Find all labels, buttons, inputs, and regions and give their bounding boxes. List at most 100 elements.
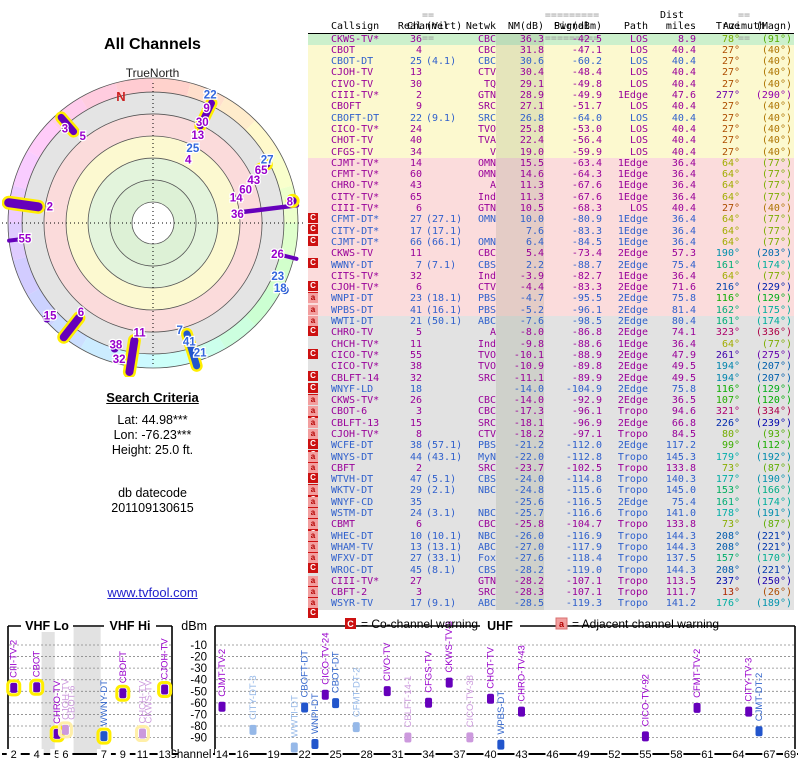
distance-cell: 36.4 bbox=[671, 236, 696, 248]
real-channel-cell: 4 bbox=[415, 44, 422, 56]
virtual-channel-cell: (5.1) bbox=[426, 474, 457, 486]
network-cell: PBS bbox=[477, 440, 496, 452]
distance-cell: 40.4 bbox=[671, 146, 696, 158]
magnetic-azimuth-cell: (174°) bbox=[755, 259, 792, 271]
magnetic-azimuth-cell: (166°) bbox=[755, 485, 792, 497]
radar-signal-dot bbox=[280, 286, 289, 295]
noise-margin-cell: -9.8 bbox=[496, 338, 544, 350]
network-cell: SRC bbox=[477, 417, 496, 429]
table-column-headers: Callsign Real (Virt) Netwk NM(dB) Pwr(dB… bbox=[308, 21, 794, 34]
true-azimuth-cell: 161° bbox=[715, 259, 740, 271]
power-cell: -67.6 bbox=[571, 180, 602, 192]
virtual-channel-cell: (3.1) bbox=[426, 508, 457, 520]
uhf-channel-tick: 67 bbox=[763, 749, 775, 761]
channel-axis-label: Channel bbox=[169, 749, 212, 761]
network-cell: PBS bbox=[477, 293, 496, 305]
table-row: aCCBFT-23SRC-28.3-107.1Tropo111.713°(26°… bbox=[308, 587, 794, 608]
signal-bar-label: CICO-TV-24 bbox=[320, 633, 331, 685]
virtual-channel-cell bbox=[422, 124, 462, 135]
callsign-cell: CBOFT bbox=[331, 101, 362, 113]
network-cell: SRC bbox=[477, 462, 496, 474]
network-cell: CTV bbox=[477, 67, 496, 79]
adjacent-channel-warning-badge: a bbox=[308, 428, 318, 439]
callsign-cell: WNYF-CD bbox=[331, 496, 374, 508]
latitude-value: Lat: 44.98*** bbox=[117, 413, 188, 427]
dbm-tick-label: -80 bbox=[190, 721, 207, 733]
radar-compass-sector bbox=[12, 150, 40, 190]
virtual-channel-cell bbox=[422, 169, 462, 180]
uhf-channel-tick: 43 bbox=[515, 749, 527, 761]
signal-bar-label: CJMT-TV-2 bbox=[217, 649, 228, 697]
table-row: C CITY-DT* 17 (17.1) 7.6 -83.3 1Edge 36.4 64° (77… bbox=[308, 225, 794, 246]
path-cell: Tropo bbox=[617, 508, 648, 520]
signal-bar bbox=[693, 702, 701, 713]
radar-channel-label: 41 bbox=[183, 337, 196, 349]
noise-margin-cell: -14.0 bbox=[496, 383, 544, 396]
path-cell: 1Edge bbox=[617, 157, 648, 169]
dbm-tick-label: -10 bbox=[190, 640, 207, 652]
network-cell: CBS bbox=[477, 564, 496, 576]
signal-bar bbox=[61, 724, 69, 735]
callsign-cell: CHOT-TV bbox=[331, 135, 374, 147]
tvfool-link[interactable]: www.tvfool.com bbox=[107, 585, 198, 600]
noise-margin-cell: -26.0 bbox=[496, 530, 544, 542]
magnetic-azimuth-cell: (40°) bbox=[761, 56, 792, 68]
magnetic-azimuth-cell: (91°) bbox=[761, 33, 792, 45]
vhf-channel-tick-bg bbox=[115, 749, 130, 760]
signal-bar bbox=[311, 738, 319, 749]
table-row: CJOH-TV 13 CTV 30.4 -48.4 LOS 40.4 27° (40°) bbox=[308, 67, 794, 79]
adjacent-channel-warning-badge: a bbox=[308, 575, 318, 586]
signal-bar-label: CKWS-TV-3 bbox=[444, 621, 455, 673]
distance-cell: 36.4 bbox=[671, 225, 696, 237]
magnetic-azimuth-cell: (336°) bbox=[755, 327, 792, 339]
table-row: CBOT-DT 25 (4.1) CBC 30.6 -60.2 LOS 40.4 27° (40°… bbox=[308, 56, 794, 68]
real-channel-cell: 41 bbox=[409, 304, 422, 316]
radar-channel-label: 30 bbox=[196, 117, 209, 129]
adjacent-channel-warning-badge: a bbox=[308, 598, 318, 609]
table-row: CHRO-TV 5 A -8.0 -86.8 2Edge 74.1 323° (336°) bbox=[308, 327, 794, 339]
magnetic-azimuth-cell: (77°) bbox=[761, 236, 792, 248]
magnetic-azimuth-cell: (40°) bbox=[761, 135, 792, 147]
callsign-cell: CJOH-TV* bbox=[331, 428, 380, 440]
magnetic-azimuth-cell: (77°) bbox=[761, 191, 792, 203]
distance-cell: 144.3 bbox=[665, 530, 696, 542]
radar-title: All Channels bbox=[104, 36, 201, 53]
radar-compass-sector bbox=[279, 223, 298, 261]
noise-margin-cell: -23.7 bbox=[496, 462, 544, 475]
callsign-cell: WNYS-DT bbox=[331, 451, 374, 463]
co-channel-warning-badge: C bbox=[308, 258, 318, 269]
network-cell: MyN bbox=[477, 451, 496, 463]
true-azimuth-cell: 157° bbox=[715, 553, 740, 565]
uhf-channel-tick-bg bbox=[700, 749, 715, 760]
virtual-channel-cell bbox=[422, 90, 462, 101]
table-row: aCCBOT-63CBC-17.3-96.1Tropo94.6321°(334°… bbox=[308, 406, 794, 427]
distance-cell: 47.6 bbox=[671, 90, 696, 102]
radar-channel-label: 36 bbox=[231, 209, 244, 221]
distance-cell: 49.5 bbox=[671, 372, 696, 384]
signal-bar bbox=[249, 724, 257, 735]
callsign-cell: CIII-TV* bbox=[331, 90, 380, 102]
network-cell: CBC bbox=[477, 395, 496, 407]
magnetic-azimuth-cell: (174°) bbox=[755, 316, 792, 328]
signal-bar-label: CBOT-DT bbox=[331, 651, 342, 693]
true-azimuth-cell: 64° bbox=[721, 191, 740, 203]
power-cell: -96.1 bbox=[571, 304, 602, 316]
virtual-channel-cell bbox=[422, 339, 462, 350]
signal-bar bbox=[487, 693, 495, 704]
network-cell bbox=[462, 497, 496, 508]
true-north-label: TrueNorth bbox=[125, 66, 180, 80]
path-cell: Tropo bbox=[617, 564, 648, 576]
table-row: aCWHEC-DT10(10.1)NBC-26.0-116.9Tropo144.… bbox=[308, 530, 794, 551]
noise-margin-cell: -10.9 bbox=[496, 361, 544, 373]
noise-margin-cell: -10.1 bbox=[496, 349, 544, 362]
network-cell: Ind bbox=[477, 191, 496, 203]
uhf-channel-tick: 55 bbox=[639, 749, 651, 761]
magnetic-azimuth-cell: (40°) bbox=[761, 67, 792, 79]
signal-group-header: ========= Signal ========= bbox=[544, 10, 600, 44]
power-cell: -60.2 bbox=[571, 56, 602, 68]
virtual-channel-cell bbox=[422, 519, 462, 530]
table-row: C CITS-TV* 32 Ind -3.9 -82.7 1Edge 36.4 64° (77°) bbox=[308, 270, 794, 291]
uhf-channel-tick: 52 bbox=[608, 749, 620, 761]
radar-signal-bar bbox=[125, 336, 139, 376]
